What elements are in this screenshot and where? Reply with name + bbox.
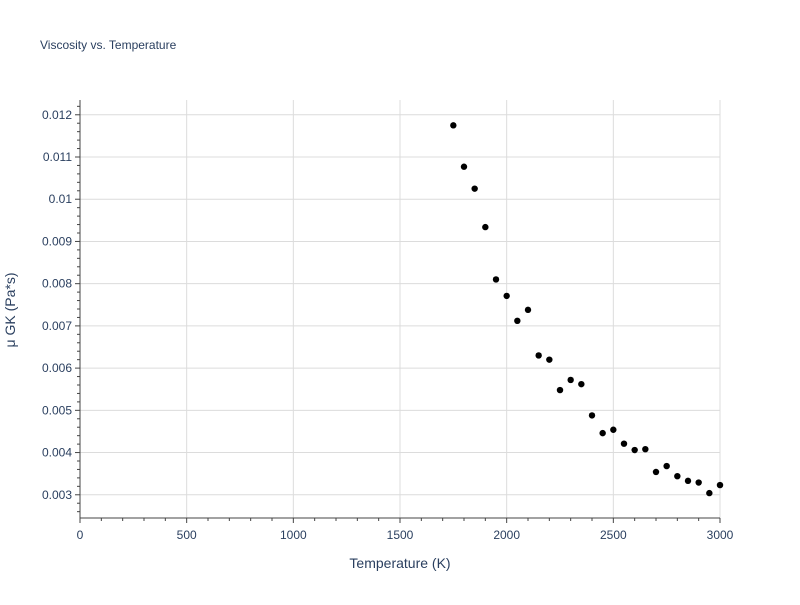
data-point	[674, 473, 681, 480]
y-tick-label: 0.004	[42, 446, 72, 460]
data-point	[588, 412, 596, 419]
x-tick-label: 0	[77, 528, 84, 542]
y-axis-label: μ GK (Pa*s)	[2, 273, 18, 348]
y-tick-label: 0.012	[42, 108, 72, 122]
x-tick-label: 1500	[387, 528, 414, 542]
y-tick-label: 0.008	[42, 277, 72, 291]
data-point	[514, 317, 521, 325]
x-tick-label: 500	[177, 528, 197, 542]
x-tick-label: 3000	[707, 528, 734, 542]
y-tick-label: 0.005	[42, 403, 72, 417]
y-tick-label: 0.007	[42, 319, 72, 333]
data-point	[471, 185, 478, 192]
y-tick-label: 0.006	[42, 361, 72, 375]
y-tick-label: 0.009	[42, 234, 72, 248]
data-point	[482, 223, 489, 231]
data-point	[663, 462, 670, 470]
y-tick-label: 0.011	[43, 150, 72, 164]
axes	[75, 100, 721, 523]
data-point	[706, 489, 713, 497]
data-point	[610, 426, 617, 433]
data-point	[652, 468, 660, 476]
data-point	[695, 479, 702, 486]
x-axis-label: Temperature (K)	[349, 555, 450, 571]
data-point	[460, 163, 468, 170]
data-points	[450, 122, 724, 497]
data-point	[556, 386, 564, 394]
data-point	[684, 477, 692, 485]
x-tick-label: 2000	[493, 528, 520, 542]
data-point	[631, 446, 638, 454]
y-tick-label: 0.01	[49, 192, 73, 206]
tick-labels: 0 500 1000 1500 2000 2500 3000 0.003 0.004 0.005 0…	[42, 108, 734, 542]
y-tick-label: 0.003	[42, 488, 72, 502]
x-tick-label: 2500	[600, 528, 627, 542]
data-point	[524, 306, 532, 314]
data-point	[716, 481, 724, 489]
data-point	[578, 380, 585, 388]
data-point	[620, 440, 628, 447]
chart-title: Viscosity vs. Temperature	[40, 38, 177, 52]
data-point	[450, 122, 457, 129]
data-point	[599, 429, 606, 437]
data-point	[546, 356, 553, 363]
data-point	[503, 292, 510, 300]
data-point	[642, 445, 649, 453]
data-point	[492, 276, 500, 283]
data-point	[535, 352, 542, 359]
data-point	[567, 376, 574, 384]
grid-lines	[80, 100, 721, 518]
x-tick-label: 1000	[280, 528, 307, 542]
